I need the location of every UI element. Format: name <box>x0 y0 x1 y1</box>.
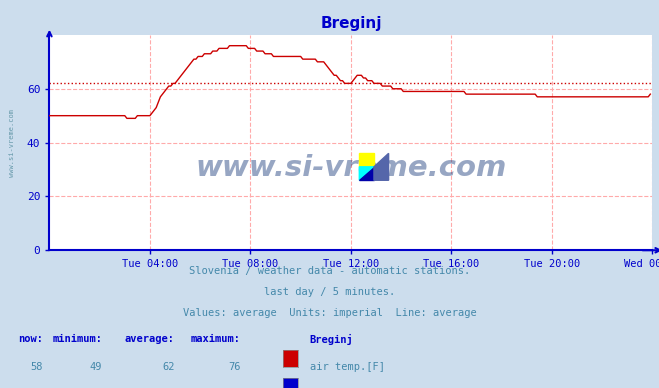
Text: air temp.[F]: air temp.[F] <box>310 362 385 372</box>
Text: now:: now: <box>18 334 43 344</box>
Text: minimum:: minimum: <box>52 334 102 344</box>
Text: average:: average: <box>125 334 175 344</box>
Text: last day / 5 minutes.: last day / 5 minutes. <box>264 287 395 297</box>
Text: 76: 76 <box>228 362 241 372</box>
Polygon shape <box>359 167 374 180</box>
Polygon shape <box>374 153 389 180</box>
Bar <box>359 153 374 167</box>
Text: www.si-vreme.com: www.si-vreme.com <box>9 109 15 177</box>
Text: 49: 49 <box>90 362 102 372</box>
Text: maximum:: maximum: <box>190 334 241 344</box>
Text: Slovenia / weather data - automatic stations.: Slovenia / weather data - automatic stat… <box>189 266 470 276</box>
Polygon shape <box>359 167 374 180</box>
Title: Breginj: Breginj <box>320 16 382 31</box>
Text: 62: 62 <box>162 362 175 372</box>
Text: www.si-vreme.com: www.si-vreme.com <box>195 154 507 182</box>
Text: Breginj: Breginj <box>310 334 353 345</box>
Text: 58: 58 <box>30 362 43 372</box>
Text: Values: average  Units: imperial  Line: average: Values: average Units: imperial Line: av… <box>183 308 476 319</box>
